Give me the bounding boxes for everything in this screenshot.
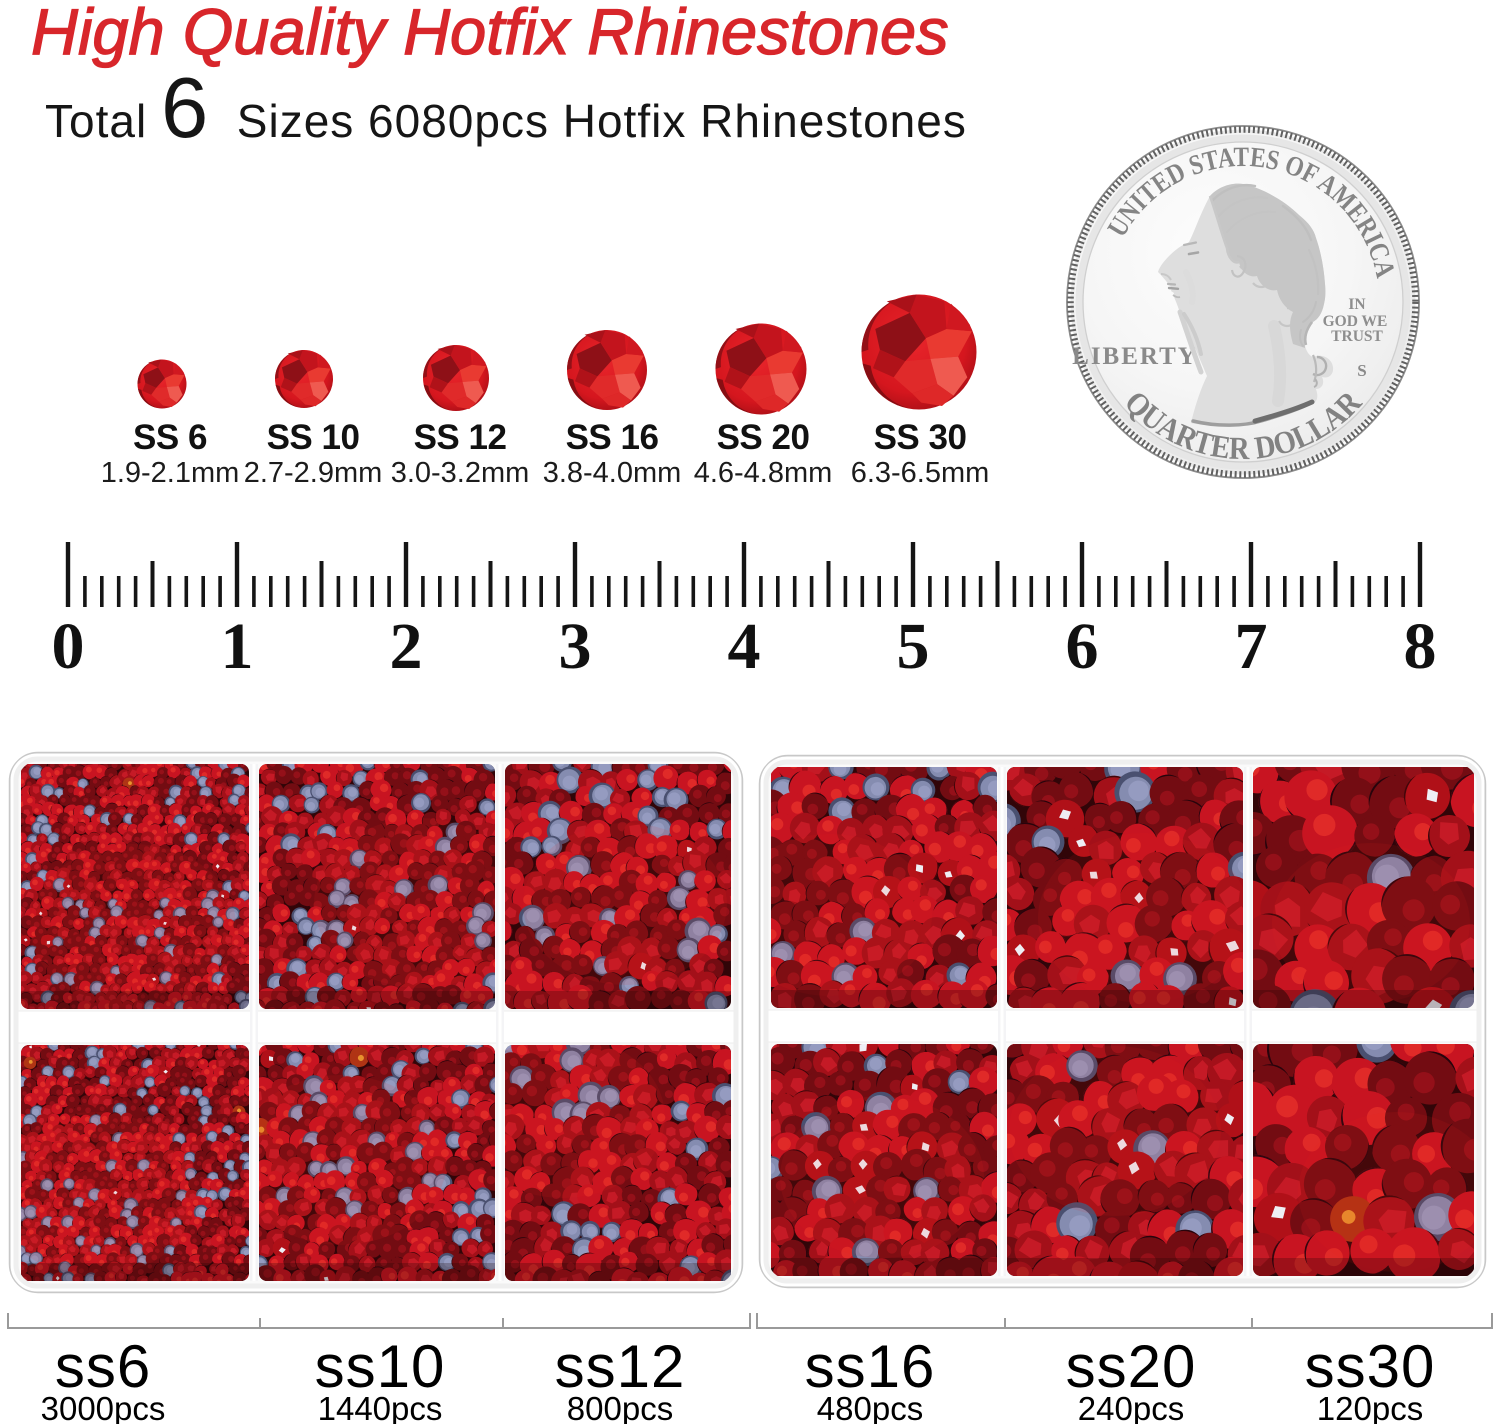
svg-text:3: 3	[559, 610, 592, 680]
svg-text:2: 2	[390, 610, 423, 680]
svg-text:0: 0	[52, 610, 85, 680]
svg-text:TRUST: TRUST	[1331, 328, 1383, 345]
svg-text:LIBERTY: LIBERTY	[1072, 343, 1198, 370]
svg-text:6: 6	[1066, 610, 1099, 680]
svg-text:5: 5	[897, 610, 930, 680]
svg-text:IN: IN	[1348, 296, 1365, 313]
svg-text:8: 8	[1404, 610, 1437, 680]
svg-text:4: 4	[728, 610, 761, 680]
svg-text:1: 1	[221, 610, 254, 680]
svg-text:S: S	[1357, 361, 1366, 380]
svg-text:GOD WE: GOD WE	[1323, 313, 1388, 330]
svg-text:7: 7	[1235, 610, 1268, 680]
